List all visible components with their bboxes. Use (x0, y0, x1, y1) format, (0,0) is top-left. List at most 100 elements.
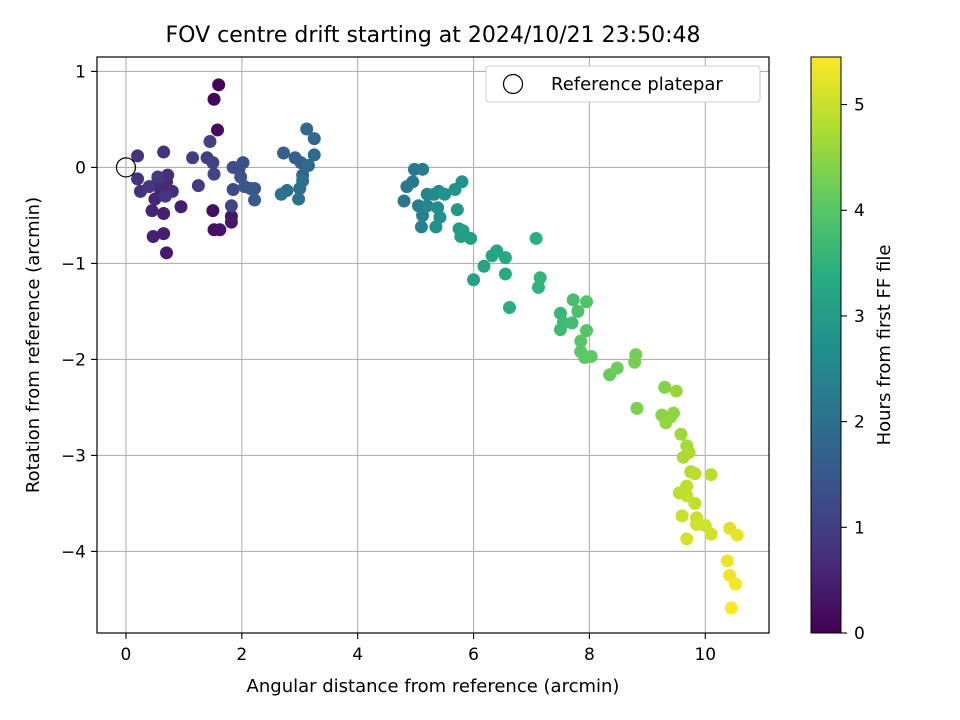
data-point (659, 416, 673, 430)
data-point (414, 220, 428, 234)
data-point (580, 295, 594, 309)
data-point (658, 380, 672, 394)
data-point (307, 132, 321, 146)
data-point (574, 334, 588, 348)
legend-marker-reference (502, 73, 524, 95)
data-point (610, 361, 624, 375)
y-axis-label: Rotation from reference (arcmin) (23, 197, 44, 493)
colorbar: 0 1 2 3 4 5 Hours from first FF file (810, 56, 895, 644)
data-point (676, 450, 690, 464)
data-point (553, 323, 567, 337)
data-point (292, 192, 306, 206)
data-points (131, 78, 744, 615)
x-tick-label: 2 (236, 645, 247, 665)
colorbar-tick-label: 2 (854, 413, 865, 433)
data-point (455, 175, 469, 189)
data-point (158, 189, 172, 203)
legend: Reference platepar (485, 65, 761, 103)
data-point (429, 220, 443, 234)
x-tick-label: 8 (584, 645, 595, 665)
data-point (580, 324, 594, 338)
data-point (438, 187, 452, 201)
data-point (160, 246, 174, 260)
colorbar-label: Hours from first FF file (874, 245, 895, 446)
plot-frame (96, 56, 770, 634)
data-point (675, 509, 689, 523)
data-point (688, 496, 702, 510)
data-point (277, 146, 291, 160)
data-point (680, 532, 694, 546)
data-point (720, 554, 734, 568)
colorbar-tick-label: 5 (854, 96, 865, 116)
y-tick-label: −2 (61, 350, 86, 370)
y-tick-label: 1 (75, 62, 86, 82)
legend-box (485, 65, 761, 103)
data-point (224, 215, 238, 229)
data-point (498, 267, 512, 281)
data-point (146, 230, 160, 244)
data-point (674, 427, 688, 441)
data-point (212, 78, 226, 92)
data-point (300, 122, 314, 136)
data-point (157, 227, 171, 241)
data-point (730, 528, 744, 542)
data-point (680, 489, 694, 503)
data-point (397, 194, 411, 208)
data-point (248, 182, 262, 196)
data-point (131, 172, 145, 186)
x-tick-label: 4 (352, 645, 363, 665)
y-tick-label: −3 (61, 446, 86, 466)
data-point (142, 180, 156, 194)
grid-lines (97, 57, 769, 633)
data-point (174, 200, 188, 214)
y-tick-label: −1 (61, 254, 86, 274)
data-point (724, 601, 738, 615)
data-point (145, 204, 159, 218)
data-point (236, 156, 250, 170)
data-point (688, 467, 702, 481)
data-point (307, 148, 321, 162)
colorbar-tick-label: 3 (854, 307, 865, 327)
data-point (296, 174, 310, 188)
data-point (406, 175, 420, 189)
data-point (224, 199, 238, 213)
data-point (226, 182, 240, 196)
data-point (502, 301, 516, 315)
data-point (161, 168, 175, 182)
y-tick-label: −4 (61, 542, 86, 562)
data-point (628, 355, 642, 369)
data-point (248, 193, 262, 207)
data-point (157, 145, 171, 159)
data-point (477, 259, 491, 273)
data-point (454, 230, 468, 244)
data-point (301, 158, 315, 172)
data-point (529, 231, 543, 245)
data-point (207, 92, 221, 106)
data-point (151, 170, 165, 184)
colorbar-tick-label: 1 (854, 518, 865, 538)
reference-marker-layer (115, 157, 137, 178)
colorbar-tick-label: 4 (854, 201, 865, 221)
data-point (728, 577, 742, 591)
x-axis-ticks: 0 2 4 6 8 10 (121, 633, 716, 665)
data-point (274, 187, 288, 201)
colorbar-gradient (810, 56, 842, 634)
data-point (206, 204, 220, 218)
data-point (157, 206, 171, 220)
colorbar-tick-label: 0 (854, 624, 865, 644)
data-point (207, 167, 221, 181)
data-point (704, 527, 718, 541)
data-point (186, 151, 200, 165)
data-point (565, 316, 579, 330)
data-point (704, 468, 718, 482)
data-point (566, 293, 580, 307)
data-point (630, 401, 644, 415)
x-tick-label: 0 (121, 645, 132, 665)
data-point (464, 231, 478, 245)
data-point (531, 280, 545, 294)
data-point (467, 273, 481, 287)
data-point (206, 156, 220, 170)
data-point (533, 271, 547, 285)
data-point (203, 134, 217, 148)
